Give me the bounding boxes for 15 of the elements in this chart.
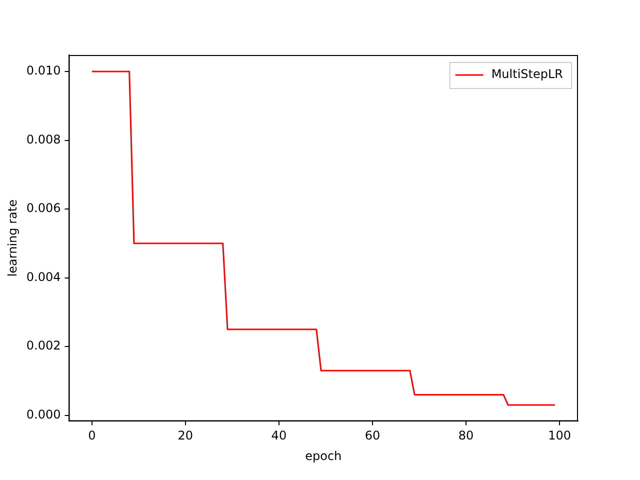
y-axis-title: learning rate (5, 200, 20, 277)
x-axis-title: epoch (305, 448, 342, 463)
x-tick-label: 60 (364, 428, 380, 443)
x-tick-label: 0 (88, 428, 96, 443)
y-tick-label: 0.004 (26, 270, 61, 284)
y-tick-label: 0.000 (26, 407, 61, 422)
y-tick-label: 0.006 (26, 201, 61, 216)
y-tick-label: 0.002 (26, 338, 61, 353)
legend-label: MultiStepLR (491, 67, 564, 82)
x-tick-label: 40 (271, 428, 287, 443)
x-tick-label: 80 (458, 428, 474, 443)
x-tick-label: 100 (548, 428, 571, 443)
x-tick-label: 20 (178, 428, 194, 443)
y-tick-label: 0.008 (26, 132, 61, 146)
y-tick-label: 0.010 (26, 64, 61, 78)
